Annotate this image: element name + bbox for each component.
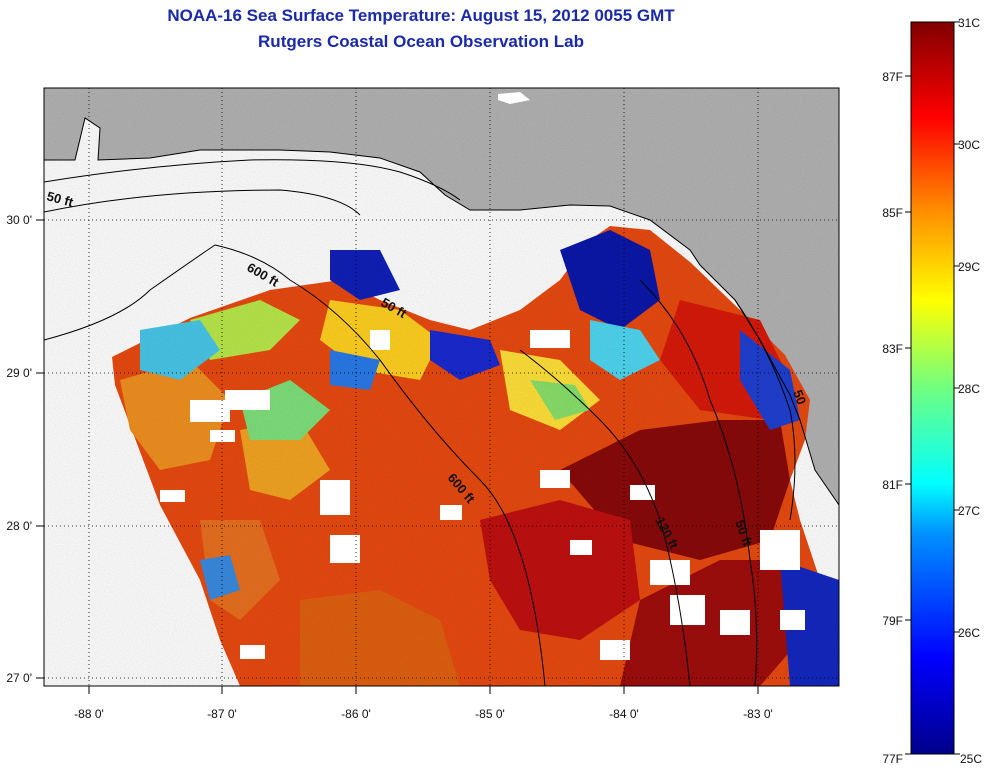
map-subtitle: Rutgers Coastal Ocean Observation Lab [258,32,584,51]
x-tick-label: -88 0' [74,707,104,721]
contour-label: 50 [790,388,809,407]
y-tick-label: 29 0' [6,366,32,380]
colorbar-ticks [905,21,960,755]
x-tick-label: -84 0' [609,707,639,721]
celsius-label: 28C [958,382,980,396]
fahrenheit-label: 87F [882,70,903,84]
x-tick-label: -86 0' [341,707,371,721]
x-tick-label: -83 0' [743,707,773,721]
celsius-label: 27C [958,504,980,518]
y-axis-labels: 30 0' 29 0' 28 0' 27 0' [6,213,32,685]
colorbar [910,21,955,755]
colorbar-celsius-labels: 31C 30C 29C 28C 27C 26C 25C [958,16,982,766]
fahrenheit-label: 77F [882,752,903,766]
x-tick-label: -85 0' [475,707,505,721]
celsius-label: 31C [958,16,980,30]
fahrenheit-label: 85F [882,206,903,220]
colorbar-fahrenheit-labels: 87F 85F 83F 81F 79F 77F [882,70,903,766]
celsius-label: 29C [958,260,980,274]
celsius-label: 25C [960,752,982,766]
y-tick-label: 27 0' [6,671,32,685]
x-tick-label: -87 0' [207,707,237,721]
axis-ticks [36,219,759,694]
y-tick-label: 30 0' [6,213,32,227]
grid-lines [44,88,839,686]
y-tick-label: 28 0' [6,519,32,533]
fahrenheit-label: 79F [882,614,903,628]
x-axis-labels: -88 0' -87 0' -86 0' -85 0' -84 0' -83 0… [74,707,773,721]
fahrenheit-label: 83F [882,342,903,356]
celsius-label: 26C [958,626,980,640]
map-title: NOAA-16 Sea Surface Temperature: August … [167,6,675,25]
contour-label: 50 ft [45,188,75,210]
depth-contours [44,159,796,686]
cloud-gaps [160,330,805,660]
celsius-label: 30C [958,138,980,152]
coastline [44,117,839,506]
fahrenheit-label: 81F [882,478,903,492]
plot-frame [43,87,840,687]
